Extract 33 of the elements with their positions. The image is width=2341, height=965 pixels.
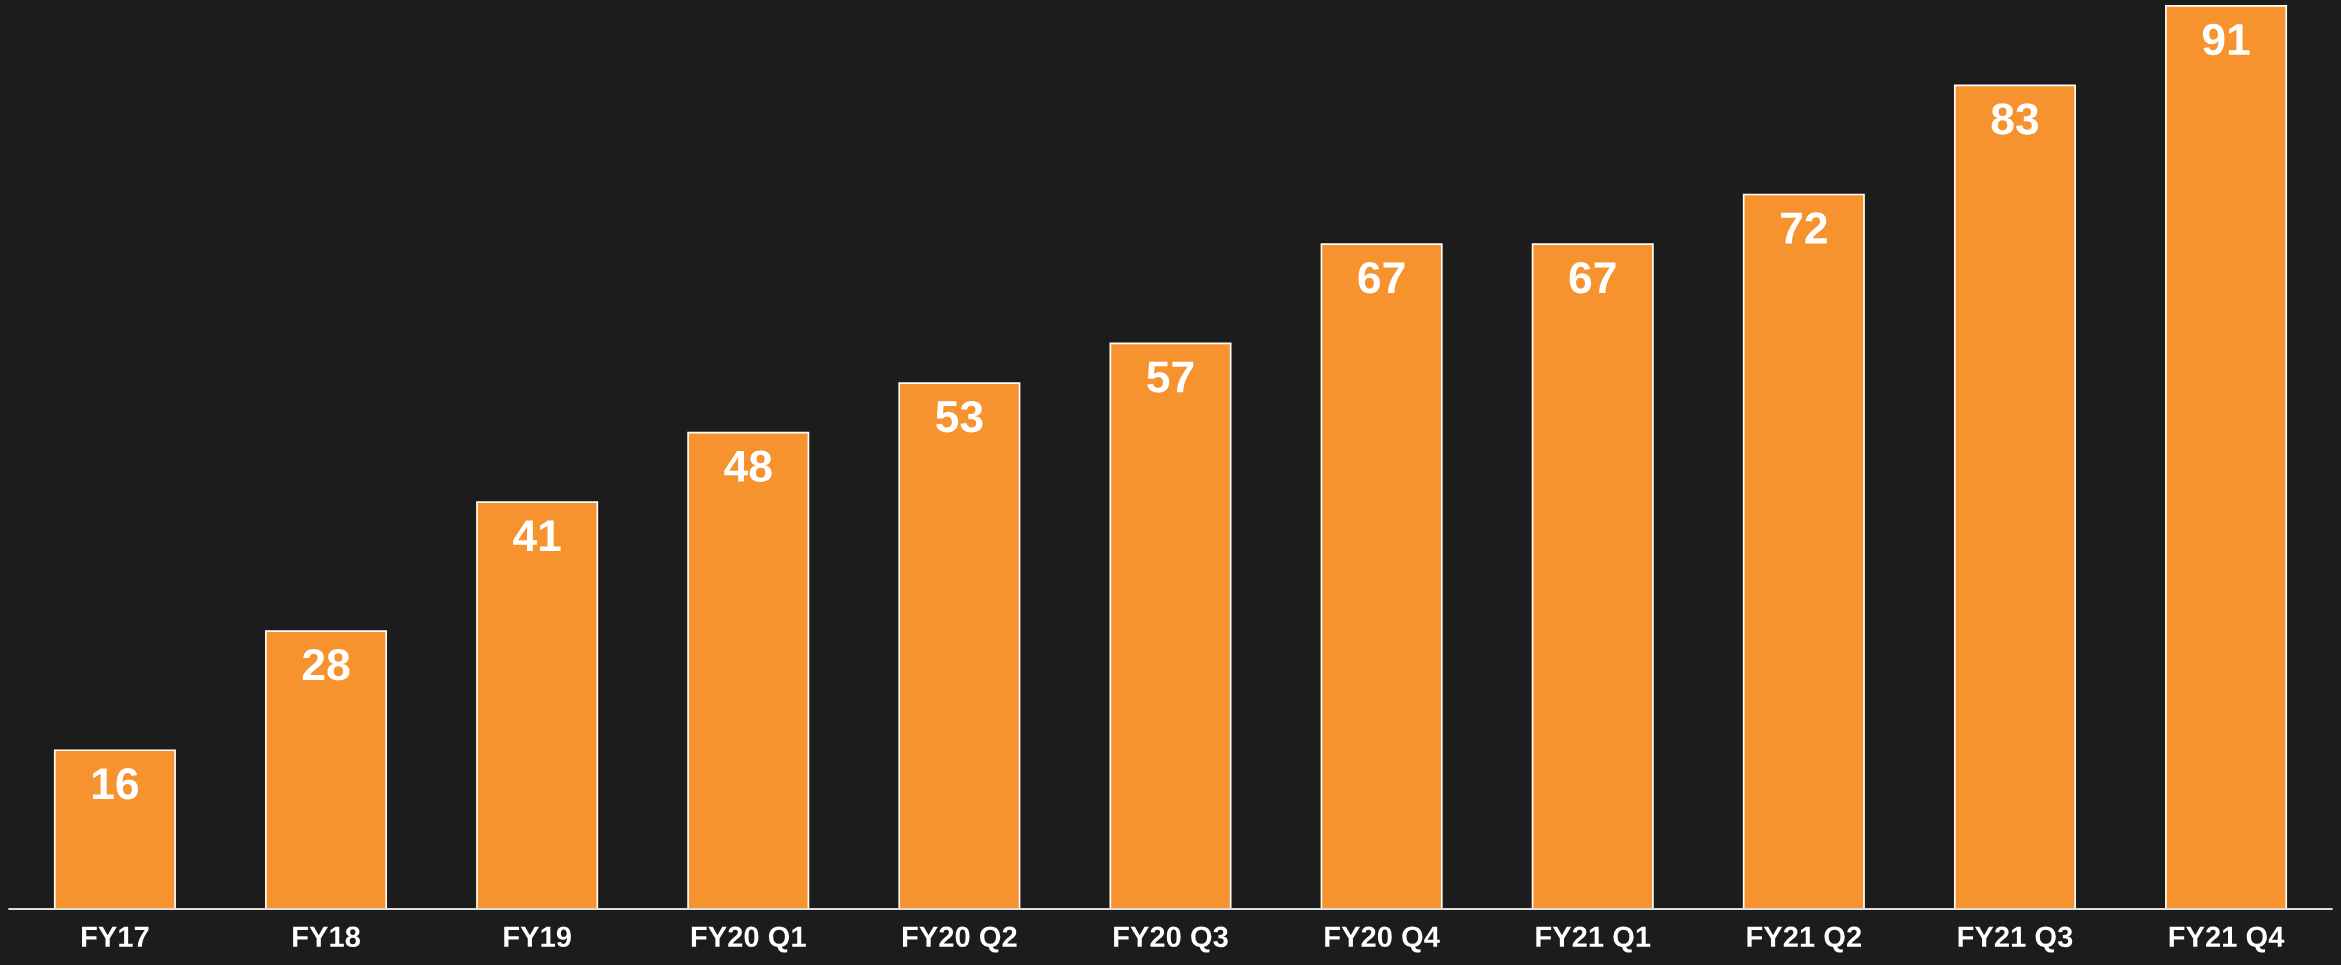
bar xyxy=(53,749,176,910)
data-label: 48 xyxy=(724,450,772,482)
data-label: 67 xyxy=(1569,261,1616,294)
bar xyxy=(2165,5,2288,910)
bar xyxy=(1531,243,1654,910)
x-tick-label: FY20 Q3 xyxy=(1114,926,1228,953)
bar xyxy=(898,382,1021,910)
x-tick-label: FY21 Q3 xyxy=(1958,926,2073,953)
x-tick-label: FY20 Q2 xyxy=(902,926,1017,953)
x-tick-label: FY21 Q4 xyxy=(2169,926,2285,953)
bar xyxy=(1320,243,1443,910)
x-tick-label: FY17 xyxy=(82,926,149,947)
bar xyxy=(1742,193,1865,910)
bar xyxy=(1953,84,2076,910)
x-tick-label: FY20 Q4 xyxy=(1325,926,1440,953)
bar xyxy=(265,630,388,910)
data-label: 83 xyxy=(1991,103,2039,135)
data-label: 72 xyxy=(1781,212,1827,244)
x-tick-label: FY21 Q1 xyxy=(1536,926,1651,953)
data-label: 28 xyxy=(302,649,350,681)
bar xyxy=(1109,342,1232,910)
data-label: 41 xyxy=(513,520,561,552)
data-label: 53 xyxy=(936,400,983,433)
data-label: 16 xyxy=(93,768,139,800)
x-tick-label: FY19 xyxy=(504,926,571,948)
x-tick-label: FY20 Q1 xyxy=(691,926,806,953)
bar xyxy=(476,501,599,910)
data-label: 57 xyxy=(1147,361,1194,393)
data-label: 91 xyxy=(2202,23,2250,56)
x-tick-label: FY21 Q2 xyxy=(1747,926,1862,953)
data-label: 67 xyxy=(1358,261,1405,294)
bar xyxy=(687,431,810,910)
x-tick-label: FY18 xyxy=(293,926,360,948)
